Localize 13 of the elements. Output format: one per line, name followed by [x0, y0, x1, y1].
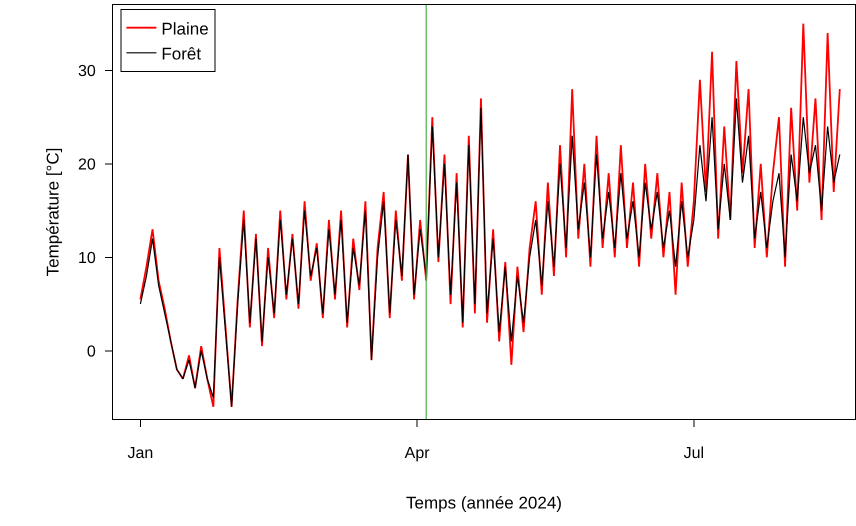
- x-tick-label: Jan: [127, 445, 154, 462]
- line-series: [140, 98, 840, 408]
- y-axis-title: Température [°C]: [44, 148, 63, 276]
- line-series: [139, 22, 841, 408]
- legend-label: Plaine: [161, 19, 209, 38]
- x-axis-title: Temps (année 2024): [406, 494, 562, 513]
- y-tick-label: 20: [78, 156, 96, 174]
- y-tick-label: 0: [86, 343, 96, 360]
- x-tick-label: Apr: [404, 445, 430, 462]
- y-tick-label: 10: [78, 250, 96, 267]
- legend-label: Forêt: [161, 44, 202, 64]
- x-tick-label: Jul: [684, 445, 704, 462]
- y-tick-label: 30: [78, 63, 96, 80]
